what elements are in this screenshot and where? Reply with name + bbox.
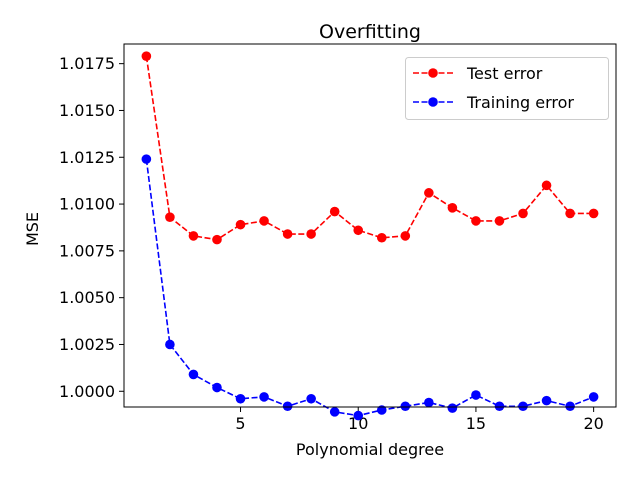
series-point-test [306, 229, 316, 239]
series-point-training [400, 401, 411, 412]
x-tick-label: 15 [466, 414, 486, 433]
legend-box [405, 57, 609, 120]
series-point-test [588, 208, 599, 219]
series-point-test [565, 208, 575, 219]
series-line-training [145, 159, 594, 417]
series-point-training [494, 401, 505, 412]
x-axis-label: Polynomial degree [296, 440, 444, 459]
series-point-training [165, 339, 175, 350]
chart-title: Overfitting [319, 21, 421, 43]
series-point-test [235, 219, 246, 230]
series-point-training [306, 393, 316, 404]
series-point-test [494, 216, 505, 226]
x-tick-label: 20 [583, 414, 603, 433]
y-tick-label: 1.0000 [59, 382, 115, 401]
series-point-test [447, 203, 458, 213]
plot-frame [123, 43, 617, 408]
series-point-test [282, 229, 293, 239]
series-point-training [588, 392, 599, 402]
series-point-test [541, 180, 552, 191]
legend-label-test: Test error [466, 64, 543, 83]
series-point-training [188, 369, 199, 380]
series-point-training [282, 401, 293, 412]
series-point-training [541, 395, 552, 406]
legend-marker-test [428, 68, 438, 78]
series-point-training [353, 410, 364, 421]
y-tick-label: 1.0075 [59, 241, 115, 260]
series-point-test [353, 225, 364, 236]
series-point-test [471, 216, 481, 226]
y-tick-label: 1.0025 [59, 335, 115, 354]
y-tick-label: 1.0175 [59, 54, 115, 73]
series-point-test [329, 206, 340, 217]
y-tick-label: 1.0125 [59, 148, 115, 167]
x-tick-label: 10 [348, 414, 368, 433]
series-point-training [259, 392, 269, 402]
series-point-training [565, 401, 575, 412]
series-point-training [424, 397, 434, 408]
series-point-training [447, 403, 458, 413]
y-axis-label: MSE [23, 212, 42, 246]
series-point-test [165, 212, 175, 222]
series-point-training [376, 405, 387, 415]
series-point-test [212, 234, 222, 245]
legend-label-training: Training error [466, 93, 574, 112]
legend: Test error Training error [405, 57, 609, 120]
series-point-test [141, 51, 152, 61]
y-tick-label: 1.0100 [59, 195, 115, 214]
series-point-test [376, 232, 387, 243]
series-point-training [212, 382, 222, 393]
y-tick-label: 1.0150 [59, 101, 115, 120]
series-point-training [329, 407, 340, 417]
series-point-training [235, 393, 246, 404]
series-point-test [400, 231, 411, 241]
y-tick-label: 1.0050 [59, 288, 115, 307]
series-point-test [259, 216, 269, 226]
series-point-training [518, 401, 528, 412]
x-tick-label: 5 [235, 414, 245, 433]
legend-marker-training [428, 97, 438, 107]
series-point-training [471, 390, 481, 400]
series-point-test [424, 188, 434, 198]
series-point-test [518, 208, 528, 219]
series-point-test [188, 231, 199, 241]
series-point-training [141, 154, 152, 164]
